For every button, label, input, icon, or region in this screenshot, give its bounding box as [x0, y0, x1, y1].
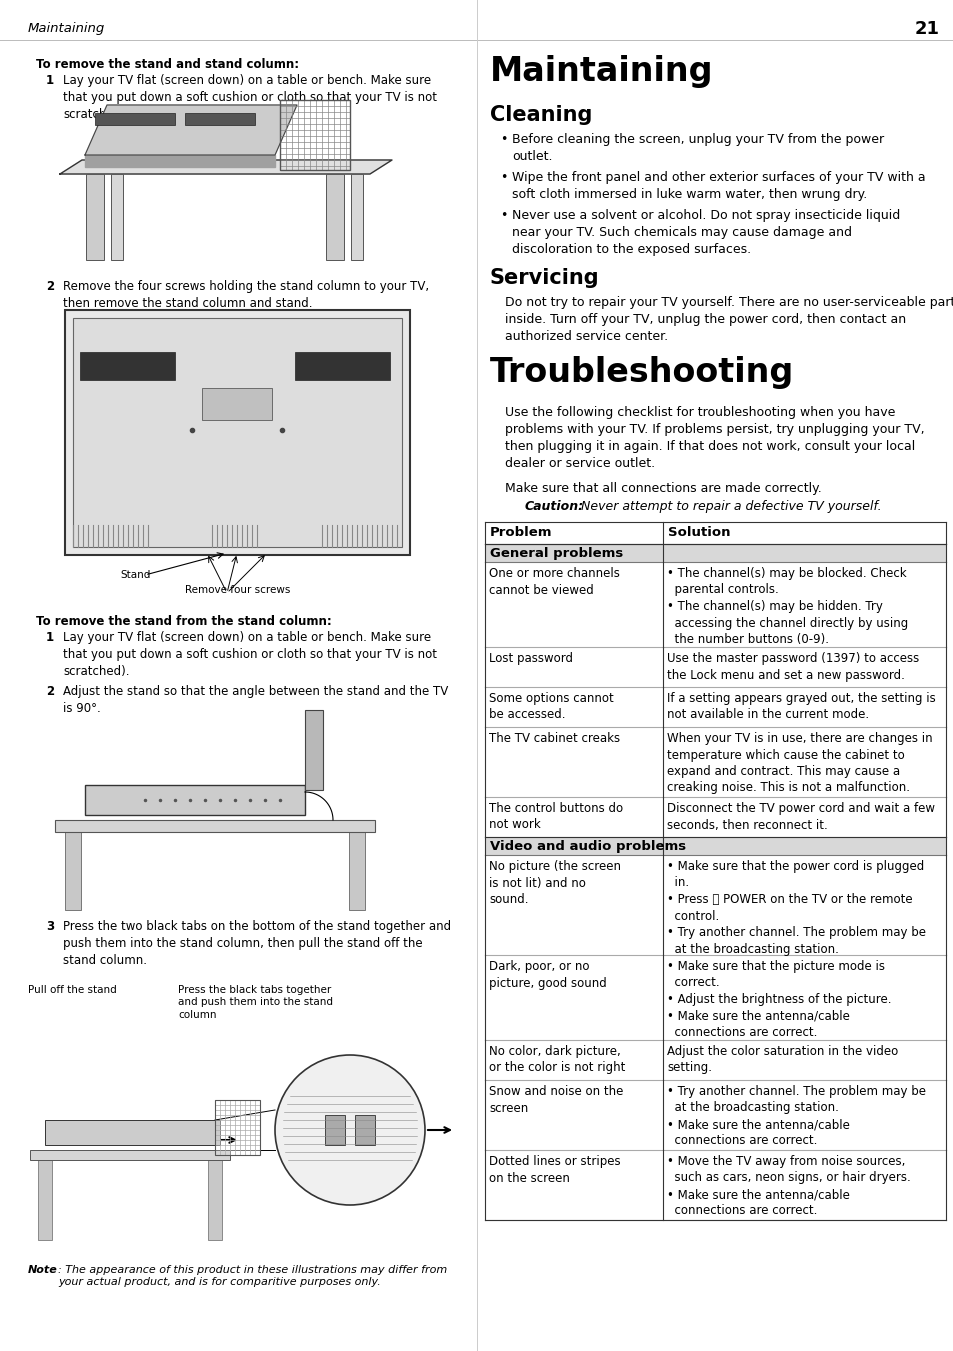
- FancyBboxPatch shape: [30, 1150, 230, 1161]
- Text: Adjust the stand so that the angle between the stand and the TV
is 90°.: Adjust the stand so that the angle betwe…: [63, 685, 448, 715]
- FancyBboxPatch shape: [80, 353, 174, 380]
- Text: Troubleshooting: Troubleshooting: [490, 357, 794, 389]
- FancyBboxPatch shape: [349, 832, 365, 911]
- Text: To remove the stand from the stand column:: To remove the stand from the stand colum…: [36, 615, 332, 628]
- Text: Press the two black tabs on the bottom of the stand together and
push them into : Press the two black tabs on the bottom o…: [63, 920, 451, 967]
- FancyBboxPatch shape: [351, 174, 363, 259]
- Text: 3: 3: [46, 920, 54, 934]
- Text: Before cleaning the screen, unplug your TV from the power
outlet.: Before cleaning the screen, unplug your …: [512, 132, 883, 163]
- Text: Wipe the front panel and other exterior surfaces of your TV with a
soft cloth im: Wipe the front panel and other exterior …: [512, 172, 924, 201]
- FancyBboxPatch shape: [202, 388, 272, 420]
- Text: • Move the TV away from noise sources,
  such as cars, neon signs, or hair dryer: • Move the TV away from noise sources, s…: [666, 1155, 910, 1217]
- Text: 90°: 90°: [287, 805, 304, 815]
- Text: To remove the stand and stand column:: To remove the stand and stand column:: [36, 58, 299, 72]
- Text: Never use a solvent or alcohol. Do not spray insecticide liquid
near your TV. Su: Never use a solvent or alcohol. Do not s…: [512, 209, 900, 255]
- Text: No color, dark picture,
or the color is not right: No color, dark picture, or the color is …: [489, 1046, 625, 1074]
- Text: •: •: [499, 172, 507, 184]
- Text: One or more channels
cannot be viewed: One or more channels cannot be viewed: [489, 567, 619, 597]
- FancyBboxPatch shape: [85, 785, 305, 815]
- FancyBboxPatch shape: [325, 1115, 345, 1146]
- FancyBboxPatch shape: [326, 174, 344, 259]
- Text: Use the following checklist for troubleshooting when you have
problems with your: Use the following checklist for troubles…: [504, 407, 923, 470]
- Text: Solution: Solution: [667, 526, 730, 539]
- Text: Dark, poor, or no
picture, good sound: Dark, poor, or no picture, good sound: [489, 961, 606, 989]
- Text: Disconnect the TV power cord and wait a few
seconds, then reconnect it.: Disconnect the TV power cord and wait a …: [666, 802, 934, 831]
- Text: Do not try to repair your TV yourself. There are no user-serviceable parts
insid: Do not try to repair your TV yourself. T…: [504, 296, 953, 343]
- Text: •: •: [499, 209, 507, 222]
- Text: Adjust the color saturation in the video
setting.: Adjust the color saturation in the video…: [666, 1046, 898, 1074]
- FancyBboxPatch shape: [95, 113, 174, 126]
- Text: Problem: Problem: [490, 526, 552, 539]
- FancyBboxPatch shape: [305, 711, 323, 790]
- Polygon shape: [85, 105, 296, 155]
- Text: 2: 2: [46, 280, 54, 293]
- FancyBboxPatch shape: [484, 544, 945, 562]
- Text: Some options cannot
be accessed.: Some options cannot be accessed.: [489, 692, 613, 721]
- Text: Caution:: Caution:: [524, 500, 583, 513]
- Text: Stand: Stand: [120, 570, 151, 580]
- Text: Lay your TV flat (screen down) on a table or bench. Make sure
that you put down : Lay your TV flat (screen down) on a tabl…: [63, 74, 436, 122]
- FancyBboxPatch shape: [65, 832, 81, 911]
- Text: Maintaining: Maintaining: [490, 55, 713, 88]
- Text: • Try another channel. The problem may be
  at the broadcasting station.
• Make : • Try another channel. The problem may b…: [666, 1085, 925, 1147]
- Text: Cleaning: Cleaning: [490, 105, 592, 126]
- Text: Pull off the stand: Pull off the stand: [28, 985, 116, 994]
- Text: • The channel(s) may be blocked. Check
  parental controls.
• The channel(s) may: • The channel(s) may be blocked. Check p…: [666, 567, 907, 646]
- Circle shape: [274, 1055, 424, 1205]
- Text: 1: 1: [46, 74, 54, 86]
- Text: The TV cabinet creaks: The TV cabinet creaks: [489, 732, 619, 744]
- FancyBboxPatch shape: [111, 174, 123, 259]
- Text: No picture (the screen
is not lit) and no
sound.: No picture (the screen is not lit) and n…: [489, 861, 620, 907]
- Text: Remove the four screws holding the stand column to your TV,
then remove the stan: Remove the four screws holding the stand…: [63, 280, 429, 309]
- FancyBboxPatch shape: [65, 309, 410, 555]
- Text: Remove four screws: Remove four screws: [185, 585, 290, 594]
- Text: Use the master password (1397) to access
the Lock menu and set a new password.: Use the master password (1397) to access…: [666, 653, 919, 681]
- FancyBboxPatch shape: [355, 1115, 375, 1146]
- Text: •: •: [499, 132, 507, 146]
- FancyBboxPatch shape: [294, 353, 390, 380]
- Text: • Make sure that the power cord is plugged
  in.
• Press ⏻ POWER on the TV or th: • Make sure that the power cord is plugg…: [666, 861, 925, 955]
- Text: Press the black tabs together
and push them into the stand
column: Press the black tabs together and push t…: [178, 985, 333, 1020]
- Text: Video and audio problems: Video and audio problems: [490, 840, 685, 852]
- Text: Servicing: Servicing: [490, 267, 599, 288]
- Text: Make sure that all connections are made correctly.: Make sure that all connections are made …: [504, 482, 821, 494]
- Text: Lay your TV flat (screen down) on a table or bench. Make sure
that you put down : Lay your TV flat (screen down) on a tabl…: [63, 631, 436, 678]
- Polygon shape: [60, 159, 392, 174]
- Text: Lost password: Lost password: [489, 653, 573, 665]
- Text: Dotted lines or stripes
on the screen: Dotted lines or stripes on the screen: [489, 1155, 620, 1185]
- FancyBboxPatch shape: [185, 113, 254, 126]
- FancyBboxPatch shape: [45, 1120, 220, 1146]
- FancyBboxPatch shape: [55, 820, 375, 832]
- Text: • Make sure that the picture mode is
  correct.
• Adjust the brightness of the p: • Make sure that the picture mode is cor…: [666, 961, 890, 1039]
- Text: If a setting appears grayed out, the setting is
not available in the current mod: If a setting appears grayed out, the set…: [666, 692, 935, 721]
- Text: Maintaining: Maintaining: [28, 22, 105, 35]
- Text: Never attempt to repair a defective TV yourself.: Never attempt to repair a defective TV y…: [577, 500, 881, 513]
- FancyBboxPatch shape: [38, 1161, 52, 1240]
- FancyBboxPatch shape: [73, 317, 401, 547]
- FancyBboxPatch shape: [86, 174, 104, 259]
- Text: General problems: General problems: [490, 547, 622, 561]
- Text: When your TV is in use, there are changes in
temperature which cause the cabinet: When your TV is in use, there are change…: [666, 732, 932, 794]
- Polygon shape: [85, 155, 274, 168]
- Text: : The appearance of this product in these illustrations may differ from
your act: : The appearance of this product in thes…: [58, 1265, 447, 1288]
- Text: 1: 1: [46, 631, 54, 644]
- Text: 21: 21: [914, 20, 939, 38]
- FancyBboxPatch shape: [484, 838, 945, 855]
- FancyBboxPatch shape: [208, 1161, 222, 1240]
- Text: The control buttons do
not work: The control buttons do not work: [489, 802, 622, 831]
- Text: 2: 2: [46, 685, 54, 698]
- Text: Snow and noise on the
screen: Snow and noise on the screen: [489, 1085, 622, 1115]
- Text: Note: Note: [28, 1265, 58, 1275]
